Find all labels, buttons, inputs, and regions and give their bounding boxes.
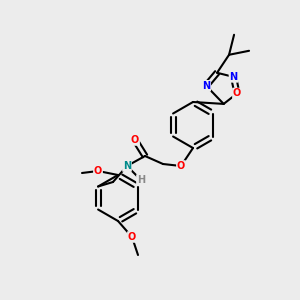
- Text: O: O: [131, 135, 139, 145]
- Text: H: H: [137, 175, 145, 185]
- Text: O: O: [128, 232, 136, 242]
- Text: O: O: [177, 161, 185, 171]
- Text: N: N: [123, 161, 131, 171]
- Text: N: N: [202, 81, 210, 91]
- Text: O: O: [94, 166, 102, 176]
- Text: O: O: [233, 88, 241, 98]
- Text: N: N: [230, 72, 238, 82]
